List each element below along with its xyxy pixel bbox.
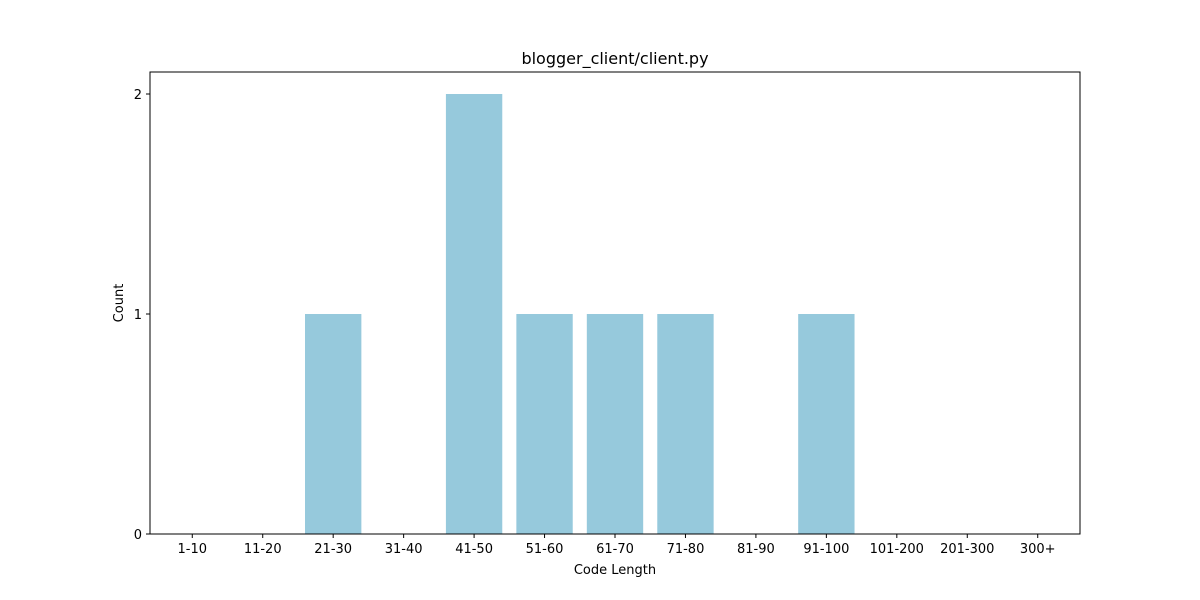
x-tick-label: 11-20 bbox=[244, 542, 282, 557]
x-tick-label: 61-70 bbox=[596, 542, 634, 557]
bar-61-70 bbox=[586, 314, 644, 534]
x-tick-label: 31-40 bbox=[385, 542, 423, 557]
plot-frame bbox=[149, 71, 1081, 535]
bar-51-60 bbox=[516, 314, 573, 534]
chart-title: blogger_client/client.py bbox=[521, 49, 708, 69]
bar-41-50 bbox=[445, 94, 503, 534]
bar-71-80 bbox=[657, 314, 714, 534]
y-tick-label: 0 bbox=[134, 528, 142, 543]
bar-21-30 bbox=[305, 314, 362, 534]
x-tick-label: 300+ bbox=[1020, 542, 1056, 557]
x-tick-label: 91-100 bbox=[803, 542, 849, 557]
x-tick-label: 201-300 bbox=[940, 542, 994, 557]
bar-91-100 bbox=[798, 314, 855, 534]
x-tick-label: 71-80 bbox=[667, 542, 705, 557]
y-ticks-layer: 0 1 2 bbox=[134, 88, 150, 543]
x-tick-label: 51-60 bbox=[526, 542, 564, 557]
x-ticks-layer: 1-10 11-20 21-30 31-40 41-50 51-60 61-70 71-80 8… bbox=[178, 534, 1056, 557]
bars-layer bbox=[305, 94, 855, 534]
x-tick-label: 81-90 bbox=[737, 542, 775, 557]
y-tick-label: 1 bbox=[134, 308, 142, 323]
x-tick-label: 21-30 bbox=[314, 542, 352, 557]
x-tick-label: 41-50 bbox=[455, 542, 493, 557]
x-axis-label: Code Length bbox=[574, 563, 656, 578]
x-tick-label: 1-10 bbox=[178, 542, 208, 557]
y-axis-label: Count bbox=[112, 284, 127, 323]
y-tick-label: 2 bbox=[134, 88, 142, 103]
x-tick-label: 101-200 bbox=[870, 542, 924, 557]
